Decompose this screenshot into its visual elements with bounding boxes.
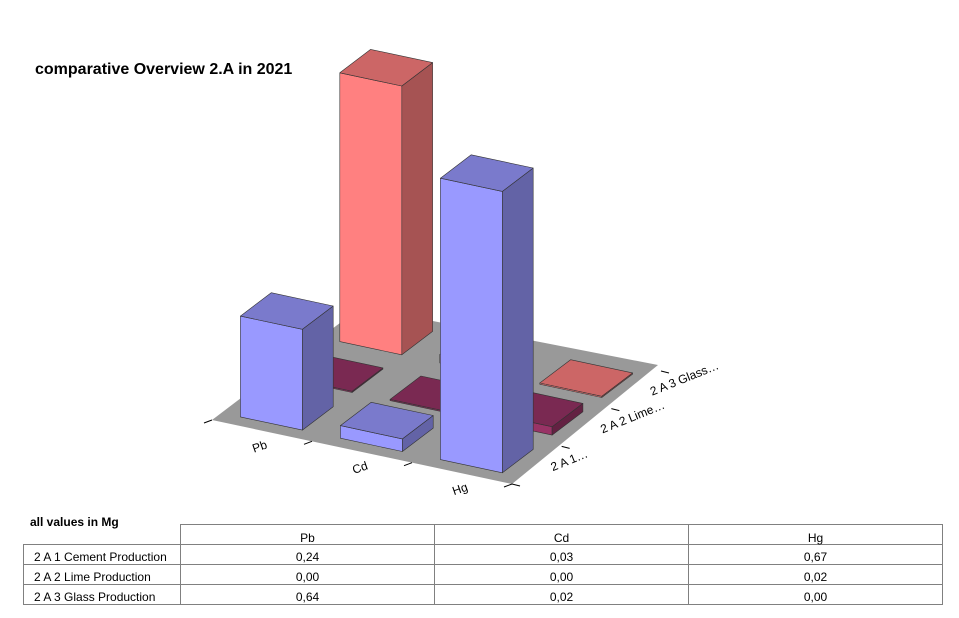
row-label: 2 A 3 Glass Production [23, 583, 181, 605]
series-label: 2 A 3 Glass… [648, 358, 721, 398]
category-tick [303, 440, 313, 445]
bar-top-face [340, 401, 434, 440]
row-label: 2 A 2 Lime Production [23, 563, 181, 585]
column-header: Cd [434, 524, 689, 545]
row-label: 2 A 1 Cement Production [23, 543, 181, 565]
table-cell: 0,64 [180, 583, 435, 605]
category-label: Hg [450, 480, 469, 498]
table-cell: 0,02 [434, 583, 689, 605]
bar [339, 49, 433, 356]
bar [240, 292, 334, 431]
table-cell: 0,00 [434, 563, 689, 585]
series-tick [561, 445, 570, 449]
chart-title: comparative Overview 2.A in 2021 [35, 61, 293, 78]
bar-top-face [339, 49, 433, 87]
column-header: Hg [688, 524, 943, 545]
bar-top-face [240, 292, 334, 330]
table-cell: 0,00 [688, 583, 943, 605]
category-label: Pb [250, 437, 269, 455]
bar [539, 359, 633, 398]
table-cell: 0,00 [180, 563, 435, 585]
series-label: 2 A 1… [549, 447, 590, 474]
series-tick [511, 483, 521, 487]
table-row: 2 A 1 Cement Production 0,24 0,03 0,67 [23, 543, 943, 565]
bar-top-face [440, 154, 534, 192]
bar-front-face [240, 315, 303, 431]
table-header-row: Pb Cd Hg [24, 524, 943, 545]
category-tick [203, 419, 213, 424]
table-cell: 0,67 [688, 543, 943, 565]
series-tick [660, 370, 670, 374]
table-row: 2 A 2 Lime Production 0,00 0,00 0,02 [23, 563, 943, 585]
table-row: 2 A 3 Glass Production 0,64 0,02 0,00 [23, 583, 943, 605]
category-tick [403, 462, 413, 467]
bar [440, 154, 534, 474]
bar-front-face [440, 177, 503, 474]
bars-group [240, 49, 633, 474]
axis-ticks [203, 370, 670, 488]
data-table: Pb Cd Hg 2 A 1 Cement Production 0,24 0,… [23, 524, 943, 605]
bar-side-face [502, 167, 534, 474]
bar-front-face [339, 72, 403, 356]
column-header: Pb [180, 524, 435, 545]
table-cell: 0,02 [688, 563, 943, 585]
units-label: all values in Mg [30, 515, 119, 529]
series-tick [611, 408, 620, 412]
bar-side-face [401, 62, 433, 356]
table-cell: 0,24 [180, 543, 435, 565]
category-tick [503, 483, 513, 488]
bar [340, 401, 434, 452]
bar-top-face [539, 359, 633, 397]
table-cell: 0,03 [434, 543, 689, 565]
category-label: Cd [350, 459, 369, 477]
table-corner [24, 525, 181, 545]
